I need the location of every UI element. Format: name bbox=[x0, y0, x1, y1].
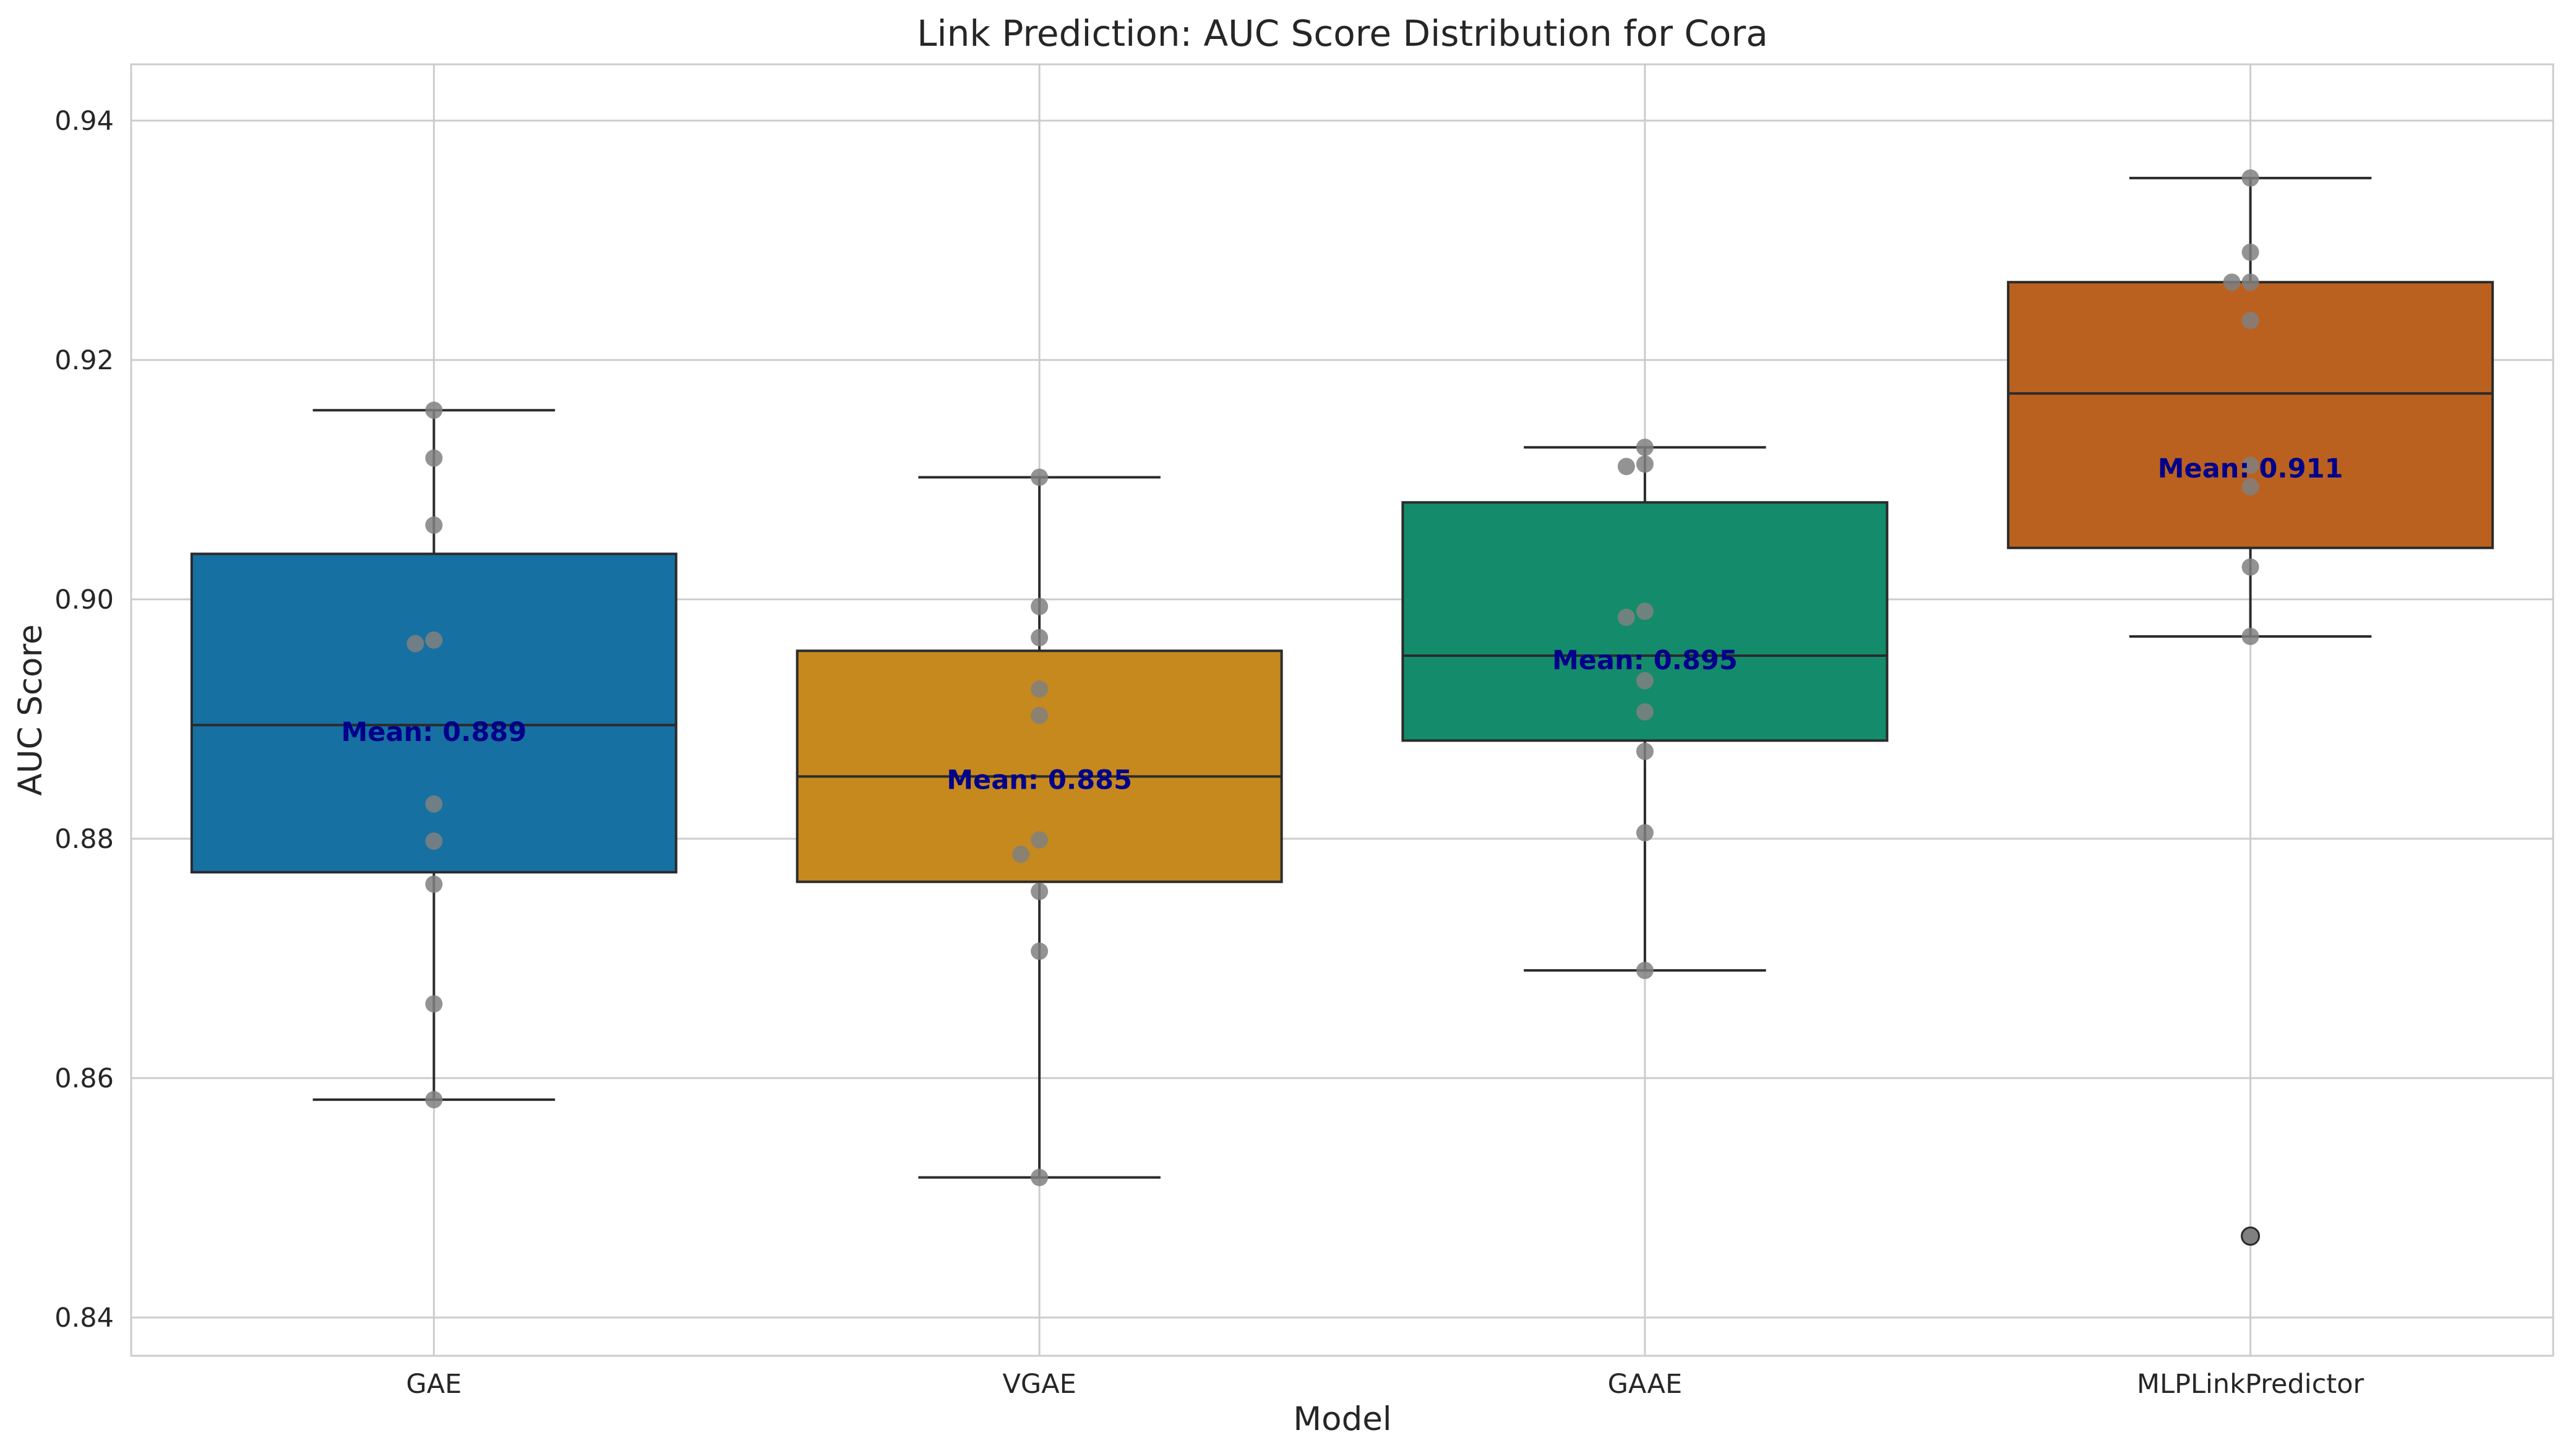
data-point bbox=[1031, 831, 1049, 849]
data-point bbox=[1031, 706, 1049, 724]
data-point bbox=[1636, 824, 1654, 842]
y-tick-label: 0.88 bbox=[54, 824, 114, 855]
data-point bbox=[425, 401, 443, 419]
data-point bbox=[1636, 672, 1654, 690]
data-point bbox=[2241, 273, 2259, 291]
data-point bbox=[1031, 468, 1049, 486]
data-point bbox=[1636, 703, 1654, 721]
data-point bbox=[1636, 602, 1654, 620]
box-body bbox=[190, 552, 677, 874]
data-point bbox=[2241, 169, 2259, 187]
data-point bbox=[1031, 942, 1049, 960]
y-tick-label: 0.90 bbox=[54, 585, 114, 615]
y-tick-labels: 0.84 0.86 0.88 0.90 0.92 0.94 bbox=[54, 106, 114, 1334]
data-point bbox=[2223, 273, 2241, 291]
data-point bbox=[2241, 312, 2259, 330]
data-point bbox=[425, 631, 443, 649]
data-point bbox=[1636, 961, 1654, 979]
data-point bbox=[1031, 628, 1049, 646]
y-tick-label: 0.94 bbox=[54, 106, 114, 137]
data-point bbox=[1636, 742, 1654, 760]
x-tick-labels: GAE VGAE GAAE MLPLinkPredictor bbox=[406, 1369, 2364, 1400]
x-axis-label: Model bbox=[1293, 1400, 1391, 1438]
y-axis-label: AUC Score bbox=[12, 624, 49, 795]
data-point bbox=[1636, 455, 1654, 473]
mean-label: Mean: 0.911 bbox=[2158, 453, 2343, 484]
mean-label: Mean: 0.885 bbox=[947, 764, 1132, 795]
chart-title: Link Prediction: AUC Score Distribution … bbox=[917, 12, 1768, 54]
data-points bbox=[406, 169, 2261, 1246]
data-point bbox=[425, 1090, 443, 1108]
x-tick-label: VGAE bbox=[1002, 1369, 1076, 1400]
data-point bbox=[1031, 597, 1049, 615]
data-point bbox=[1031, 1168, 1049, 1186]
y-tick-label: 0.84 bbox=[54, 1303, 114, 1334]
box-plots bbox=[190, 176, 2494, 1179]
x-tick-label: GAE bbox=[406, 1369, 462, 1400]
plot-frame bbox=[130, 63, 2554, 1357]
data-point bbox=[425, 449, 443, 467]
data-point bbox=[425, 795, 443, 813]
data-point bbox=[425, 875, 443, 893]
data-point bbox=[1617, 609, 1635, 627]
data-point bbox=[425, 995, 443, 1013]
data-point bbox=[425, 832, 443, 850]
data-point bbox=[2241, 243, 2259, 261]
x-tick-label: GAAE bbox=[1608, 1369, 1683, 1400]
data-point bbox=[425, 516, 443, 534]
outlier-point bbox=[2241, 1226, 2261, 1246]
data-point bbox=[1636, 439, 1654, 456]
box-gaae bbox=[1401, 446, 1889, 972]
x-tick-label: MLPLinkPredictor bbox=[2137, 1369, 2364, 1400]
mean-label: Mean: 0.895 bbox=[1552, 645, 1738, 676]
box-body bbox=[1401, 501, 1889, 742]
data-point bbox=[1031, 680, 1049, 698]
data-point bbox=[2241, 558, 2259, 576]
data-point bbox=[1031, 883, 1049, 901]
mean-labels: Mean: 0.889 Mean: 0.885 Mean: 0.895 Mean: 0… bbox=[341, 453, 2343, 795]
y-tick-label: 0.92 bbox=[54, 345, 114, 376]
data-point bbox=[2241, 478, 2259, 496]
data-point bbox=[406, 635, 424, 653]
data-point bbox=[2241, 456, 2259, 474]
mean-label: Mean: 0.889 bbox=[341, 717, 526, 748]
y-tick-label: 0.86 bbox=[54, 1063, 114, 1094]
data-point bbox=[1012, 846, 1030, 863]
data-point bbox=[1617, 458, 1635, 476]
data-point bbox=[2241, 627, 2259, 645]
